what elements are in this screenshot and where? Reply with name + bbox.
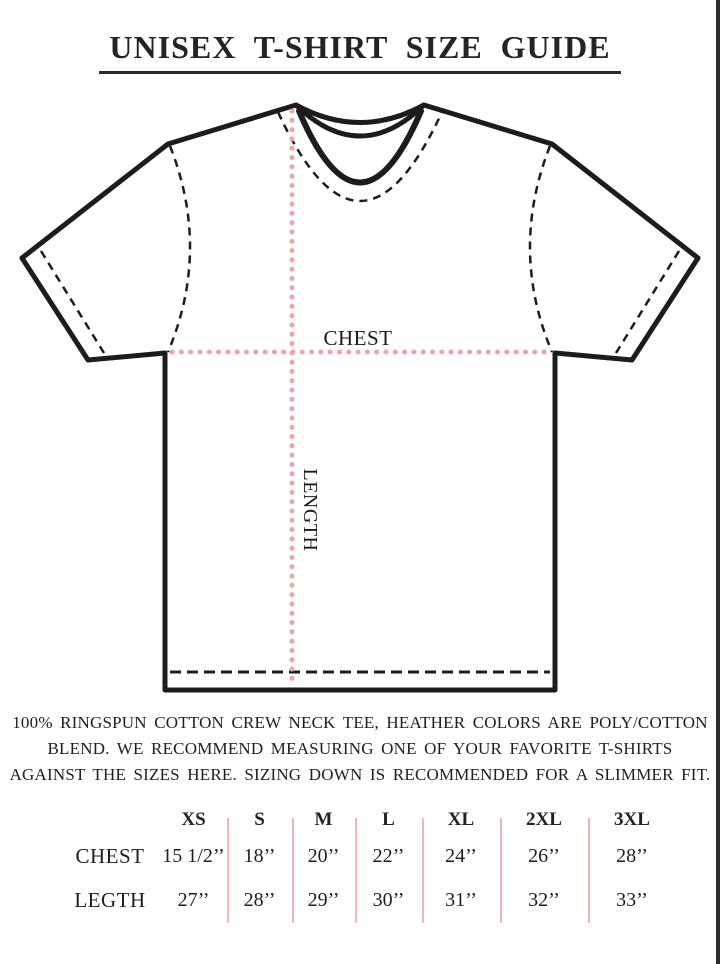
table-row-label-length: LEGTH <box>74 887 146 912</box>
length-value: 28’’ <box>243 888 276 911</box>
page-header: UNISEX T-SHIRT SIZE GUIDE <box>0 28 720 74</box>
description-line: 100% RINGSPUN COTTON CREW NECK TEE, HEAT… <box>12 713 708 732</box>
length-value: 32’’ <box>528 888 560 911</box>
size-column-header-3xl: 3XL <box>614 809 650 830</box>
page-title: UNISEX T-SHIRT SIZE GUIDE <box>99 28 621 74</box>
length-value: 29’’ <box>307 888 340 911</box>
chest-value: 22’’ <box>372 844 405 867</box>
length-measure-label: LENGTH <box>299 469 321 552</box>
size-column-header-m: M <box>314 809 333 830</box>
size-column-header-xs: XS <box>181 809 206 830</box>
collar-band-bottom-curve <box>293 102 427 139</box>
description-line: BLEND. WE RECOMMEND MEASURING ONE OF YOU… <box>47 739 673 758</box>
table-column-divider <box>292 818 294 923</box>
table-column-divider <box>588 818 590 923</box>
table-column-divider <box>227 818 229 923</box>
chest-measure-label: CHEST <box>323 326 392 350</box>
neck-stitch-dashed-line <box>276 111 444 203</box>
neck-opening-curve <box>296 108 424 186</box>
tshirt-outline <box>19 102 701 693</box>
right-armhole-stitch-dashed-line <box>528 145 554 353</box>
length-value: 31’’ <box>445 888 477 911</box>
table-corner-cell <box>60 806 160 834</box>
left-armhole-stitch-dashed-line <box>166 145 192 353</box>
chest-value: 18’’ <box>243 844 276 867</box>
size-column-header-s: S <box>254 809 265 830</box>
size-column-header-2xl: 2XL <box>526 809 562 830</box>
product-description: 100% RINGSPUN COTTON CREW NECK TEE, HEAT… <box>0 710 720 788</box>
chest-value: 28’’ <box>616 844 648 867</box>
length-value: 27’’ <box>177 888 210 911</box>
size-table: XS S M L XL 2XL 3XL CHEST 15 1/2’’ 18’’ … <box>60 806 676 923</box>
right-cuff-stitch-dashed-line <box>614 250 681 354</box>
chest-value: 24’’ <box>445 844 477 867</box>
chest-value: 15 1/2’’ <box>162 844 225 867</box>
table-column-divider <box>500 818 502 923</box>
collar-band-top-curve <box>293 102 427 125</box>
left-cuff-stitch-dashed-line <box>39 250 106 354</box>
table-row-label-chest: CHEST <box>75 843 145 868</box>
length-value: 30’’ <box>372 888 405 911</box>
table-column-divider <box>422 818 424 923</box>
chest-value: 26’’ <box>528 844 560 867</box>
description-line: AGAINST THE SIZES HERE. SIZING DOWN IS R… <box>9 765 711 784</box>
length-value: 33’’ <box>616 888 648 911</box>
page-right-edge-strip <box>716 0 720 964</box>
size-column-header-xl: XL <box>447 809 475 830</box>
size-column-header-l: L <box>382 809 395 830</box>
table-column-divider <box>355 818 357 923</box>
chest-value: 20’’ <box>307 844 340 867</box>
